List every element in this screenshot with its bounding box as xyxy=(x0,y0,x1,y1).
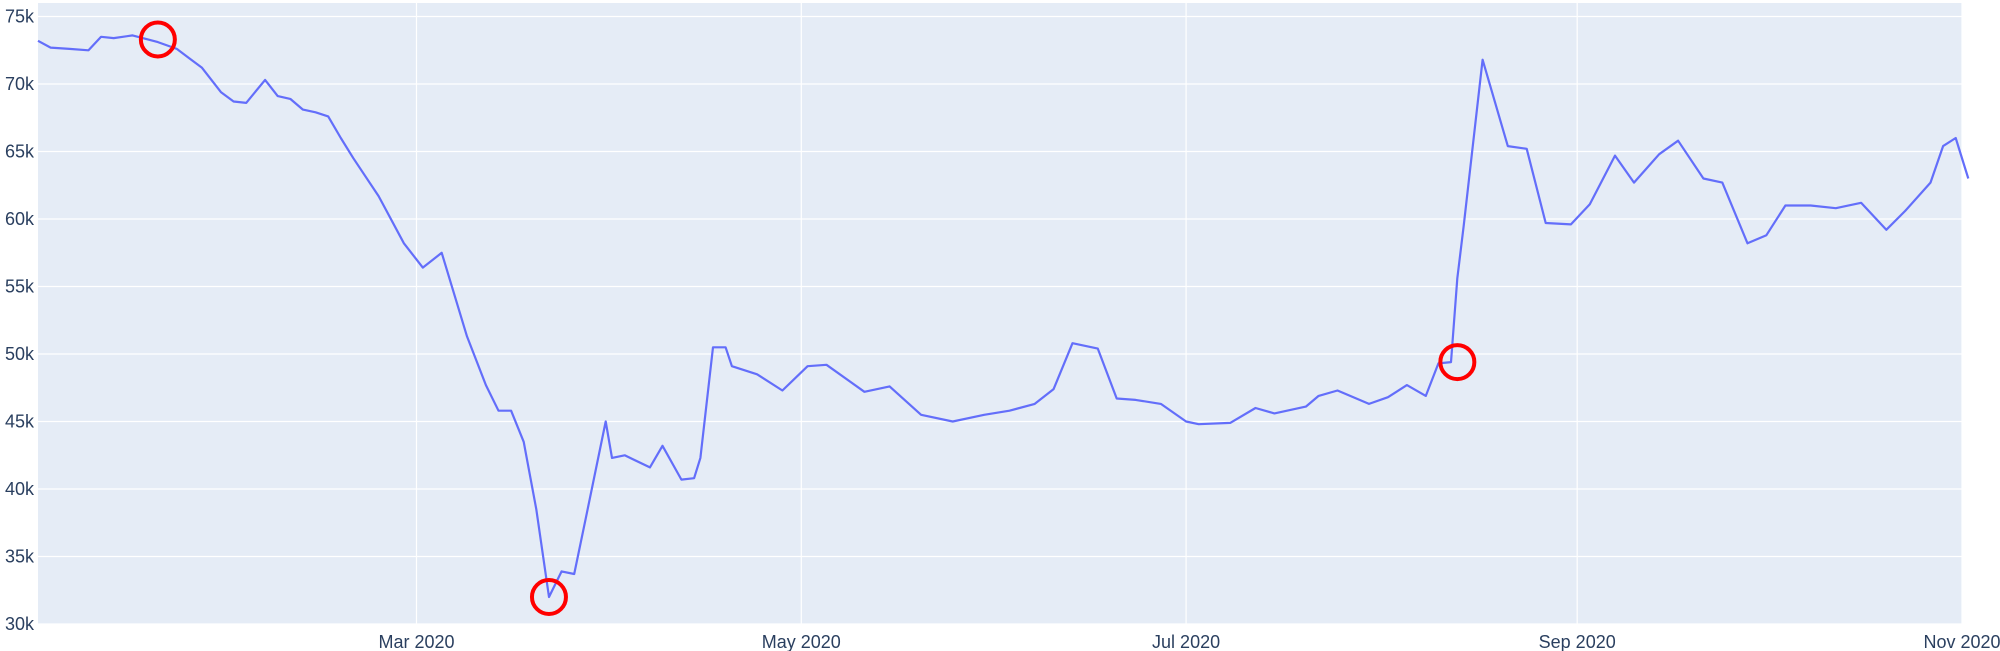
y-axis-ticks: 30k 35k 40k 45k 50k 55k 60k 65k 70k 75k xyxy=(5,7,35,635)
series-line xyxy=(37,34,1970,599)
highlight-circle xyxy=(138,20,177,59)
x-tick-label: Nov 2020 xyxy=(1923,632,2000,651)
y-tick-label: 65k xyxy=(5,142,35,162)
y-tick-label: 30k xyxy=(5,614,35,634)
y-tick-label: 40k xyxy=(5,479,35,499)
y-tick-label: 60k xyxy=(5,209,35,229)
x-axis-ticks: Mar 2020 May 2020 Jul 2020 Sep 2020 Nov 2020 xyxy=(378,632,2000,651)
y-tick-label: 55k xyxy=(5,277,35,297)
highlight-circle xyxy=(529,578,568,616)
y-gridlines xyxy=(38,15,1962,625)
highlight-markers xyxy=(138,20,1477,616)
x-tick-label: Mar 2020 xyxy=(378,632,454,651)
x-tick-label: Sep 2020 xyxy=(1539,632,1616,651)
series-group xyxy=(37,34,1970,599)
y-tick-label: 70k xyxy=(5,74,35,94)
y-tick-label: 35k xyxy=(5,547,35,567)
y-tick-label: 45k xyxy=(5,412,35,432)
y-tick-label: 50k xyxy=(5,344,35,364)
x-tick-label: Jul 2020 xyxy=(1152,632,1220,651)
x-tick-label: May 2020 xyxy=(762,632,841,651)
x-gridlines xyxy=(415,3,1963,624)
y-tick-label: 75k xyxy=(5,7,35,27)
plot-area xyxy=(38,3,1962,624)
highlight-circle xyxy=(1438,343,1477,382)
